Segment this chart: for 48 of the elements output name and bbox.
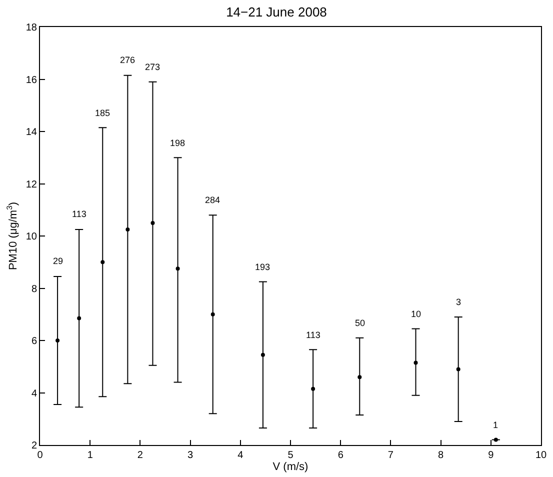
- annotation: 185: [95, 108, 110, 118]
- y-tick-label: 2: [31, 440, 38, 452]
- y-tick-label: 12: [26, 179, 38, 190]
- x-tick-label: 5: [288, 450, 294, 461]
- annotation: 50: [355, 318, 366, 328]
- x-tick-label: 3: [188, 450, 194, 461]
- annotation: 3: [456, 297, 462, 307]
- chart-title: 14−21 June 2008: [226, 4, 327, 20]
- point: [456, 367, 460, 372]
- x-tick-label: 2: [137, 450, 144, 461]
- x-tick-label: 4: [238, 450, 244, 461]
- point: [311, 386, 316, 391]
- annotation: 29: [53, 256, 64, 266]
- x-tick-label: 9: [488, 450, 494, 461]
- x-tick-label: 8: [438, 450, 444, 461]
- point: [494, 438, 498, 442]
- point: [100, 260, 105, 264]
- point: [414, 360, 418, 365]
- point: [176, 266, 180, 271]
- annotation: 113: [72, 209, 86, 219]
- x-axis-title: V (m/s): [272, 461, 308, 474]
- x-tick-label: 0: [37, 450, 44, 461]
- y-tick-label: 4: [31, 388, 38, 400]
- point: [56, 338, 60, 342]
- point: [260, 352, 265, 357]
- y-tick-label: 16: [26, 74, 38, 86]
- y-tick-label: 10: [26, 232, 38, 242]
- annotation: 113: [306, 330, 320, 340]
- annotation: 10: [411, 309, 422, 319]
- annotation: 284: [205, 195, 220, 205]
- point: [150, 220, 155, 225]
- point: [210, 312, 215, 316]
- x-tick-label: 1: [87, 450, 94, 461]
- x-tick-label: 6: [338, 450, 344, 461]
- point: [126, 227, 130, 232]
- y-tick-label: 8: [31, 284, 38, 295]
- annotation: 276: [120, 55, 136, 65]
- x-tick-label: 10: [535, 450, 547, 461]
- annotation: 193: [255, 262, 270, 272]
- y-tick-label: 18: [26, 22, 38, 34]
- y-tick-label: 6: [31, 336, 38, 347]
- x-tick-label: 7: [388, 450, 394, 461]
- annotation: 198: [170, 138, 186, 148]
- point: [77, 316, 82, 320]
- point: [358, 375, 362, 380]
- annotation: 273: [145, 62, 160, 72]
- annotation: 1: [493, 420, 498, 430]
- y-tick-label: 14: [26, 127, 38, 138]
